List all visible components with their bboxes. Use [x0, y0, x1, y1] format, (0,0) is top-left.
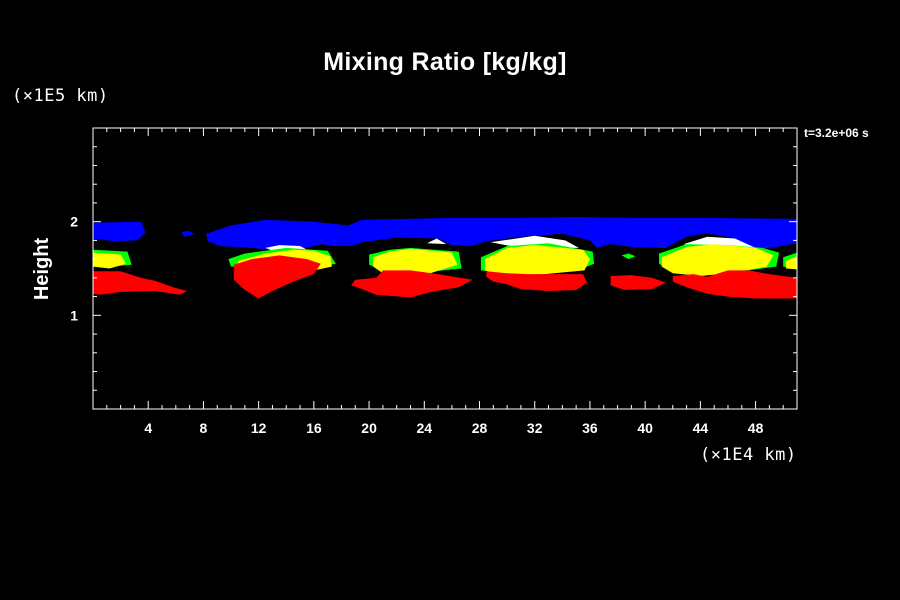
contour-blue-band-3 [206, 217, 797, 251]
y-tick-label: 2 [70, 214, 78, 230]
contour-regions [93, 217, 797, 299]
contour-yellow-5 [661, 244, 774, 276]
x-tick-label: 48 [748, 420, 764, 436]
contour-red-5 [610, 275, 666, 290]
x-tick-label: 36 [582, 420, 598, 436]
contour-blue-band-2 [181, 231, 196, 237]
contour-white-top-3 [427, 238, 447, 245]
contour-green-5 [621, 253, 636, 260]
contour-yellow-4 [485, 245, 590, 276]
contour-blue-band-1 [93, 221, 146, 242]
x-tick-label: 28 [472, 420, 488, 436]
y-unit-label: (×1E5 km) [12, 86, 109, 106]
y-tick-label: 1 [70, 307, 78, 323]
contour-red-4 [486, 271, 588, 291]
contour-yellow-3 [373, 248, 458, 276]
contour-red-3 [351, 270, 473, 298]
contour-yellow-1 [93, 252, 127, 269]
x-tick-label: 44 [693, 420, 709, 436]
contour-red-2 [233, 255, 321, 299]
x-tick-label: 4 [144, 420, 152, 436]
x-tick-label: 24 [417, 420, 433, 436]
time-label: t=3.2e+06 s [804, 126, 869, 140]
x-tick-label: 12 [251, 420, 267, 436]
x-unit-label: (×1E4 km) [700, 445, 797, 465]
chart-title: Mixing Ratio [kg/kg] [323, 48, 567, 76]
contour-red-6 [672, 270, 797, 299]
plot-frame [92, 127, 798, 410]
x-tick-label: 40 [637, 420, 653, 436]
x-tick-label: 20 [361, 420, 377, 436]
contour-red-1 [93, 271, 187, 295]
x-tick-label: 32 [527, 420, 543, 436]
x-tick-label: 16 [306, 420, 322, 436]
x-tick-label: 8 [200, 420, 208, 436]
